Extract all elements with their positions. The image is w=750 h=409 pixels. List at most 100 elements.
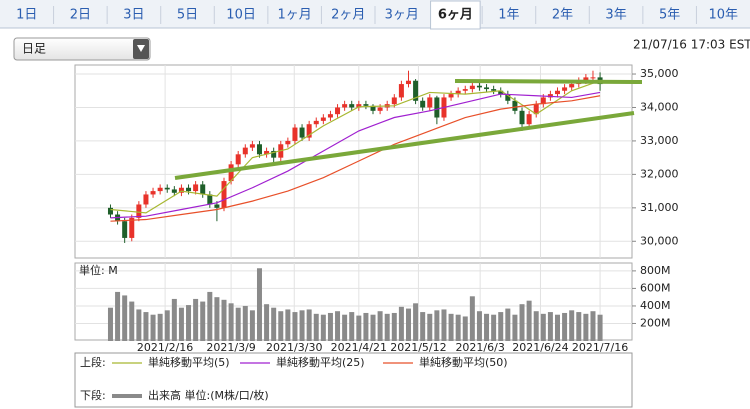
tab-background[interactable]	[591, 3, 641, 27]
volume-bar	[278, 311, 284, 341]
candle-body	[235, 154, 241, 165]
tab-background[interactable]	[162, 3, 213, 27]
volume-bar	[242, 305, 248, 341]
tab[interactable]: 6ヶ月	[430, 0, 481, 30]
tab-background[interactable]	[537, 3, 588, 27]
tab-background[interactable]	[484, 3, 534, 27]
tab-background[interactable]	[216, 3, 266, 27]
candle-body	[448, 94, 454, 98]
candle-body	[242, 147, 248, 155]
candle-body	[405, 80, 411, 85]
tab-background[interactable]	[377, 3, 427, 27]
tab-label[interactable]: 2年	[552, 8, 573, 23]
tab-label[interactable]: 3年	[605, 8, 626, 23]
x-tick-label: 2021/4/21	[331, 341, 387, 354]
tab-label[interactable]: 5日	[177, 8, 198, 23]
volume-bar	[150, 314, 156, 341]
candle-body	[221, 181, 227, 208]
candle-body	[491, 89, 497, 91]
candle-body	[249, 144, 255, 148]
tab[interactable]: 1ヶ月	[267, 3, 320, 27]
volume-bar	[171, 298, 177, 341]
volume-bar	[370, 314, 376, 341]
candle-body	[370, 105, 376, 111]
tab[interactable]: 3ヶ月	[374, 3, 427, 27]
tab-label[interactable]: 1日	[16, 8, 37, 23]
tab-background[interactable]	[644, 3, 695, 27]
dropdown-box[interactable]	[13, 37, 151, 61]
dropdown-text[interactable]: 日足	[22, 42, 46, 56]
candle-body	[583, 77, 589, 81]
trend-line	[174, 111, 635, 180]
tab-label[interactable]: 6ヶ月	[438, 8, 473, 23]
volume-bar	[214, 297, 220, 341]
x-tick-label: 2021/6/24	[512, 341, 568, 354]
volume-bar	[363, 312, 369, 341]
candle-body	[271, 150, 277, 158]
tab-background[interactable]	[323, 3, 373, 27]
volume-bar	[136, 309, 142, 341]
volume-bar	[491, 314, 497, 341]
x-tick-label: 2021/3/9	[206, 341, 255, 354]
tab-background[interactable]	[269, 3, 320, 27]
candle-body	[519, 110, 525, 125]
volume-bar	[306, 309, 312, 341]
candle-body	[207, 194, 213, 205]
x-tick-label: 2021/5/12	[390, 341, 446, 354]
volume-bar	[207, 291, 213, 341]
volume-bar	[455, 314, 461, 341]
tab[interactable]: 10年	[695, 3, 748, 27]
tab-label[interactable]: 3ヶ月	[385, 8, 419, 23]
tab[interactable]: 1年	[481, 3, 534, 27]
tab-background[interactable]	[430, 0, 481, 30]
candle-body	[285, 140, 291, 145]
tab-label[interactable]: 10年	[708, 8, 738, 23]
tab-label[interactable]: 2ヶ月	[331, 8, 365, 23]
volume-bar	[164, 310, 170, 341]
candle-body	[533, 104, 539, 115]
y-tick-label: 34,000	[640, 100, 679, 113]
candle-body	[157, 187, 163, 192]
volume-bar	[462, 316, 468, 341]
candle-body	[228, 164, 234, 182]
volume-bar	[526, 300, 532, 341]
tab[interactable]: 5年	[642, 3, 695, 27]
volume-bar	[498, 312, 504, 341]
tab[interactable]: 3日	[106, 3, 159, 27]
legend-label: 下段:	[80, 388, 106, 402]
tab-label[interactable]: 10日	[226, 8, 256, 23]
plots: 30,000 31,000 32,000 33,000 34,000 35,000 200M…	[75, 65, 679, 354]
tab[interactable]: 3年	[588, 3, 641, 27]
volume-bar	[313, 313, 319, 341]
tab-background[interactable]	[109, 3, 159, 27]
tab-label[interactable]: 1ヶ月	[278, 8, 312, 23]
tab[interactable]: 5日	[160, 3, 213, 27]
candle-body	[540, 97, 546, 105]
tab-background[interactable]	[55, 3, 106, 27]
volume-bar	[193, 298, 199, 341]
legend-entry: 単純移動平均(5)	[148, 355, 230, 369]
tab-label[interactable]: 1年	[498, 8, 519, 23]
tab-background[interactable]	[698, 3, 748, 27]
tab-label[interactable]: 2日	[70, 8, 91, 23]
tab-background[interactable]	[2, 3, 52, 27]
dropdown[interactable]: 日足	[13, 37, 151, 61]
tab[interactable]: 1日	[2, 3, 52, 27]
tab-label[interactable]: 5年	[659, 8, 680, 23]
volume-bar	[356, 315, 362, 341]
candle-body	[292, 127, 298, 141]
tab[interactable]: 10日	[213, 3, 266, 27]
candle-body	[264, 150, 270, 155]
y-tick-label: 30,000	[640, 234, 679, 247]
tab[interactable]: 2ヶ月	[320, 3, 373, 27]
dropdown-arrow[interactable]	[137, 45, 145, 52]
candle-body	[554, 90, 560, 95]
tab[interactable]: 2日	[53, 3, 106, 27]
tab-label[interactable]: 3日	[123, 8, 144, 23]
volume-bar	[249, 310, 255, 341]
volume-bar	[349, 312, 355, 341]
y-tick-label: 35,000	[640, 67, 679, 80]
candle-body	[214, 204, 220, 208]
tab[interactable]: 2年	[535, 3, 588, 27]
